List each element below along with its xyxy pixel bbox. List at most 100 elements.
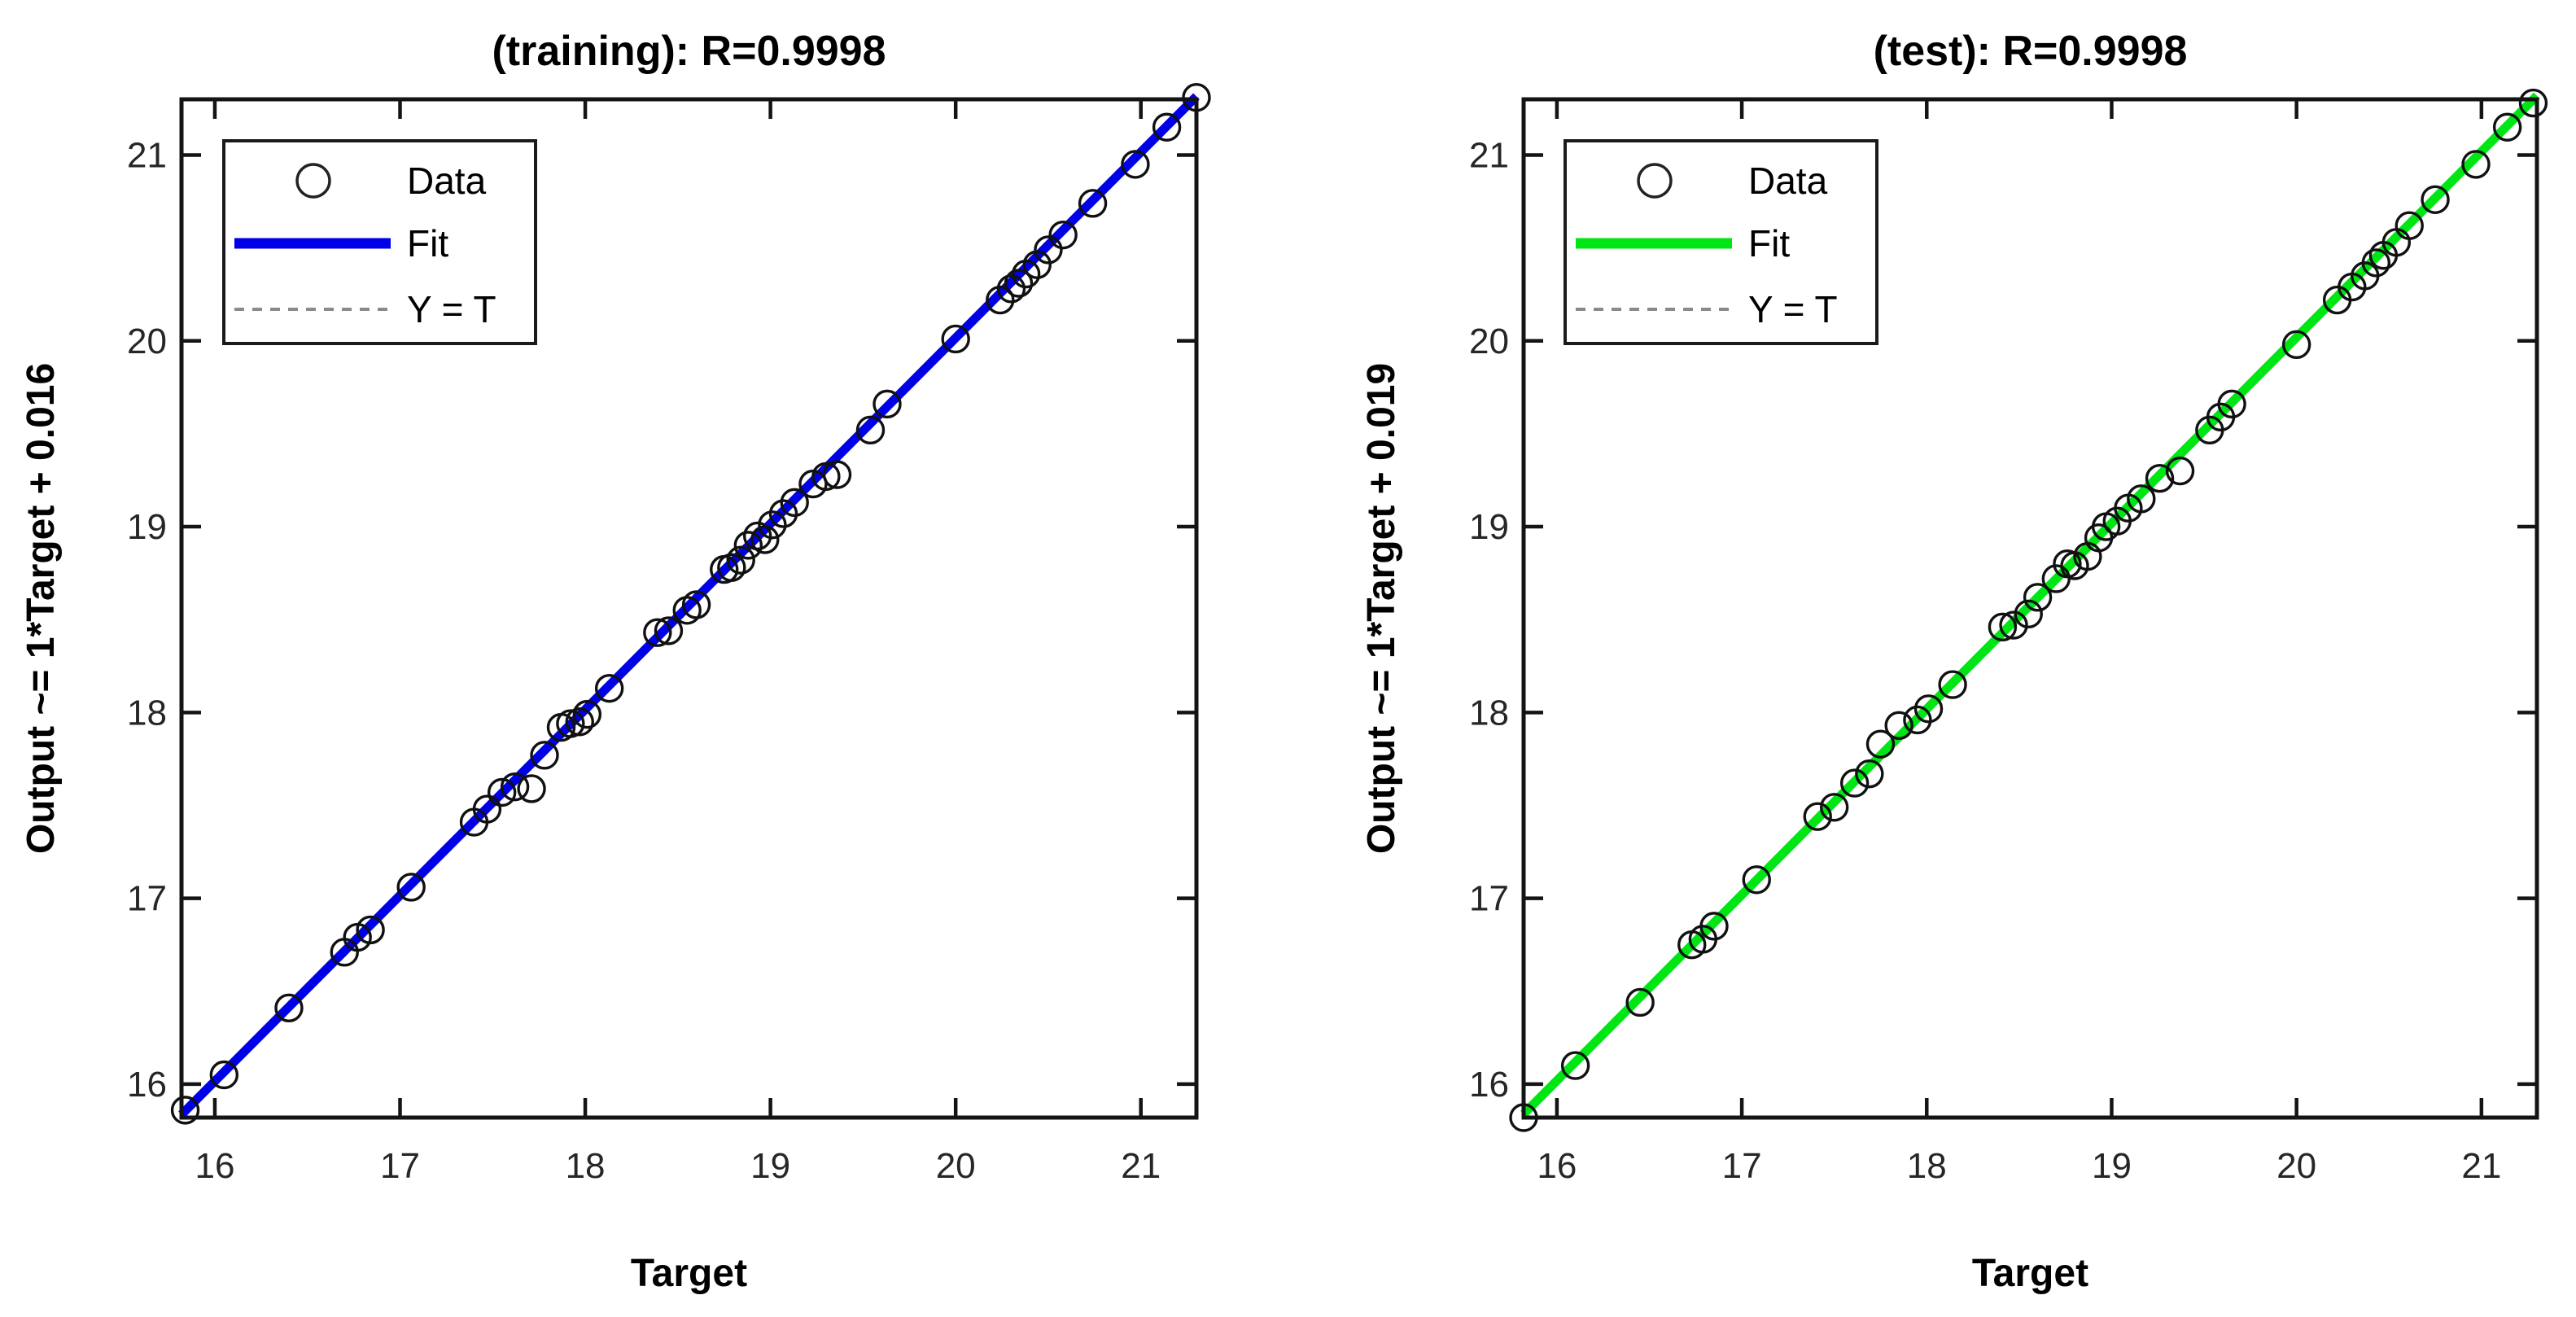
data-point [2014,599,2043,629]
data-point [822,460,852,489]
x-tick-label: 17 [380,1146,420,1186]
data-point [274,993,304,1023]
y-tick-label: 18 [1469,693,1509,733]
data-point [855,415,886,445]
data-point [873,389,902,419]
fit-line [178,93,1200,1118]
data-point [565,707,594,737]
data-point [1903,705,1932,735]
x-tick-label: 21 [1121,1146,1161,1186]
x-axis-label: Target [1972,1252,2088,1295]
data-point [1742,865,1771,895]
data-point [500,772,530,802]
legend-data-label: Data [407,160,487,202]
y-tick-label: 21 [1469,135,1509,175]
data-point [2217,389,2246,419]
plot-title: (test): R=0.9998 [1874,28,2188,75]
data-point [170,1096,200,1125]
x-tick-label: 19 [750,1146,790,1186]
y-tick-label: 18 [127,693,167,733]
fit-line [1520,92,2540,1118]
y-axis-label: Output ~= 1*Target + 0.019 [1360,363,1403,854]
data-point [758,510,787,540]
data-point [1855,759,1884,789]
data-point [726,545,755,575]
data-point [2023,583,2053,612]
data-point [1819,793,1849,822]
data-point [1699,912,1729,941]
data-point [1884,711,1913,741]
plot-frame [179,97,1199,1120]
data-point [768,499,798,528]
y-tick-label: 17 [127,879,167,919]
x-tick-label: 17 [1722,1146,1762,1186]
y-tick-label: 20 [1469,322,1509,361]
data-point [487,777,517,807]
data-point [1839,768,1870,798]
data-point [681,590,711,619]
data-point [1938,670,1967,699]
data-point [2165,456,2195,486]
data-point [1865,729,1896,759]
y-tick-label: 20 [127,322,167,361]
data-point [1999,610,2028,640]
x-tick-label: 18 [566,1146,606,1186]
data-point [2518,88,2548,118]
data-point [1988,612,2018,642]
data-point [517,774,546,803]
y-tick-label: 16 [127,1065,167,1105]
y-axis-label: Output ~= 1*Target + 0.016 [20,363,63,854]
data-point [780,488,809,518]
data-point [811,462,841,492]
x-tick-label: 16 [195,1146,234,1186]
data-point [941,324,970,354]
y-tick-label: 19 [127,507,167,547]
x-tick-label: 19 [2092,1146,2132,1186]
x-tick-label: 20 [2276,1146,2316,1186]
data-point [1152,112,1182,142]
data-point [472,794,502,824]
legend-data-marker [295,163,331,199]
y-tick-label: 16 [1469,1065,1509,1105]
data-point [1803,802,1832,831]
data-point [1121,150,1150,179]
data-point [1560,1051,1590,1080]
data-point [654,616,684,645]
y-tick-label: 21 [127,135,167,175]
data-point [733,531,763,560]
plot-frame [1521,97,2539,1120]
data-point [396,873,426,902]
x-axis-label: Target [631,1252,747,1295]
data-point [2127,484,2156,514]
data-point [594,673,624,703]
data-point [1913,694,1944,724]
data-point [356,915,385,945]
data-point [643,618,672,647]
y-tick-label: 19 [1469,507,1509,547]
data-point [1022,250,1052,279]
legend-fit-label: Fit [1748,222,1790,265]
x-tick-label: 20 [936,1146,976,1186]
x-tick-label: 21 [2461,1146,2501,1186]
data-point [1004,269,1034,298]
data-point [2281,330,2311,360]
data-point [572,699,602,729]
data-point [2492,112,2522,142]
legend-identity-label: Y = T [1748,288,1838,330]
data-point [1048,220,1078,250]
data-point [986,285,1015,315]
legend-data-label: Data [1748,160,1828,202]
data-point [209,1060,239,1090]
plot-title: (training): R=0.9998 [492,28,886,75]
data-point [750,525,780,554]
data-point [1078,189,1108,218]
legend-data-marker [1637,163,1673,199]
data-point [717,553,746,582]
data-point [2421,185,2450,214]
data-point [556,709,585,738]
data-point [2394,211,2424,240]
data-point [2145,464,2175,493]
legend-identity-label: Y = T [407,288,496,330]
x-tick-label: 16 [1537,1146,1577,1186]
